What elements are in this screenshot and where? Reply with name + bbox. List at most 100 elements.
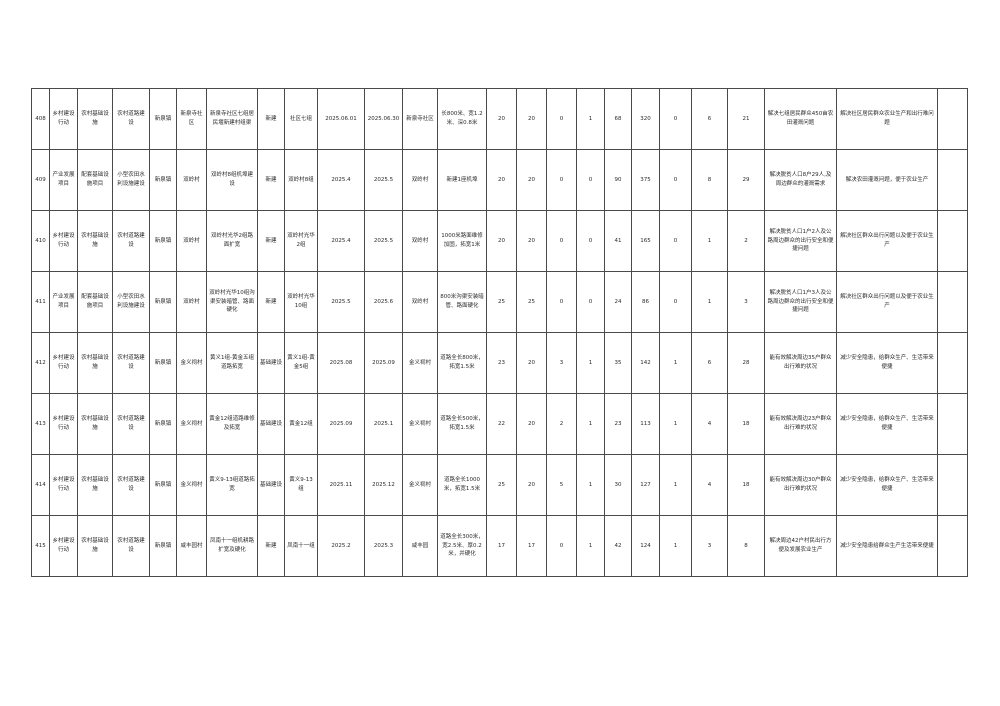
- table-cell: 1: [659, 515, 692, 577]
- table-cell: 2025.5: [364, 210, 403, 272]
- table-cell: 双岭村8组机埠建设: [206, 149, 258, 211]
- table-cell: 农村基础设施: [77, 393, 113, 455]
- table-cell: 双岭村光华2组路面扩宽: [206, 210, 258, 272]
- table-cell: 2025.5: [317, 271, 365, 333]
- table-cell: [937, 271, 968, 333]
- table-cell: 农村基础设施: [77, 88, 113, 150]
- table-cell: 基础建设: [257, 332, 285, 394]
- table-cell: 20: [486, 210, 517, 272]
- table-cell: 解决七组居民群众450亩农田灌溉问题: [764, 88, 837, 150]
- table-cell: 农村道路建设: [112, 393, 150, 455]
- table-cell: 2025.06.01: [317, 88, 365, 150]
- table-cell: 4: [691, 454, 728, 516]
- table-cell: 320: [631, 88, 660, 150]
- table-cell: 28: [727, 332, 765, 394]
- table-cell: 2: [546, 393, 577, 455]
- table-cell: 减少安全隐患，给群众生产、生活带来便捷: [836, 393, 938, 455]
- table-cell: 金义祠村: [176, 454, 207, 516]
- table-cell: 21: [727, 88, 765, 150]
- table-row: 415 乡村建设行动 农村基础设施 农村道路建设 新泉镇 咸丰园村 凤南十一组机耕路扩宽及硬…: [31, 515, 968, 577]
- table-cell: 道路全长1000米，拓宽1.5米: [437, 454, 487, 516]
- table-cell: 2: [727, 210, 765, 272]
- table-cell: 新泉镇: [149, 271, 177, 333]
- table-cell: 2025.08: [317, 332, 365, 394]
- table-cell: 小型农田水利设施建设: [112, 271, 150, 333]
- table-cell: 20: [516, 454, 547, 516]
- table-row: 414 乡村建设行动 农村基础设施 农村道路建设 新泉镇 金义祠村 黄义9-13组道路拓宽基…: [31, 454, 968, 516]
- table-cell: 双岭村光华10组沟渠安装暗管、路面硬化: [206, 271, 258, 333]
- table-cell: 配套基础设施项目: [77, 271, 113, 333]
- table-cell: [937, 515, 968, 577]
- table-cell: [937, 454, 968, 516]
- table-cell: 长800米、宽1.2米、深0.8米: [437, 88, 487, 150]
- table-cell: 新泉寺社区七组居民堰新建村组渠: [206, 88, 258, 150]
- table-cell: 1: [576, 393, 605, 455]
- table-cell: 乡村建设行动: [49, 515, 78, 577]
- table-cell: 道路全长800米，拓宽1.5米: [437, 332, 487, 394]
- table-cell: 双岭村: [402, 210, 438, 272]
- table-cell: 20: [516, 210, 547, 272]
- table-cell: 基础建设: [257, 454, 285, 516]
- table-cell: 咸丰园村: [176, 515, 207, 577]
- row-number-cell: 413: [31, 393, 50, 455]
- table-cell: 解决社区群众出行问题以及便于农业生产: [836, 271, 938, 333]
- table-cell: [937, 332, 968, 394]
- table-cell: 农村道路建设: [112, 454, 150, 516]
- table-cell: 17: [516, 515, 547, 577]
- table-cell: 4: [691, 393, 728, 455]
- table-cell: 金义祠村: [176, 393, 207, 455]
- table-cell: 黄义9-13组: [284, 454, 318, 516]
- table-cell: 90: [604, 149, 632, 211]
- table-cell: 0: [546, 88, 577, 150]
- row-number-cell: 408: [31, 88, 50, 150]
- table-cell: 86: [631, 271, 660, 333]
- table-row: 412 乡村建设行动 农村基础设施 农村道路建设 新泉镇 金义祠村 黄义1组-黄金五组道路拓…: [31, 332, 968, 394]
- table-cell: 41: [604, 210, 632, 272]
- table-cell: 能有效解决周边35户群众出行难的状况: [764, 332, 837, 394]
- table-cell: 23: [486, 332, 517, 394]
- table-cell: 农村基础设施: [77, 515, 113, 577]
- table-cell: 解决脱贫人口1户3人及公路周边群众的出行安全和便捷问题: [764, 271, 837, 333]
- table-cell: 小型农田水利设施建设: [112, 149, 150, 211]
- table-cell: 25: [486, 271, 517, 333]
- table-cell: 20: [516, 393, 547, 455]
- table-cell: 解决脱贫人口8户29人,及周边群众的灌溉需求: [764, 149, 837, 211]
- table-cell: 18: [727, 454, 765, 516]
- table-cell: 能有效解决周边23户群众出行难的状况: [764, 393, 837, 455]
- table-cell: 3: [546, 332, 577, 394]
- table-cell: 25: [516, 271, 547, 333]
- table-cell: 0: [576, 210, 605, 272]
- table-cell: 1: [576, 332, 605, 394]
- table-cell: 1: [691, 271, 728, 333]
- row-number-cell: 411: [31, 271, 50, 333]
- table-cell: 2025.5: [364, 149, 403, 211]
- table-cell: 2025.2: [317, 515, 365, 577]
- table-cell: 5: [546, 454, 577, 516]
- table-cell: 解决社区居民群众农业生产和出行难问题: [836, 88, 938, 150]
- row-number-cell: 412: [31, 332, 50, 394]
- table-cell: 127: [631, 454, 660, 516]
- table-cell: 0: [546, 149, 577, 211]
- table-cell: 375: [631, 149, 660, 211]
- table-cell: 1: [576, 454, 605, 516]
- table-cell: 配套基础设施项目: [77, 149, 113, 211]
- table-cell: 咸丰园: [402, 515, 438, 577]
- table-cell: 减少安全隐患，给群众生产、生活带来便捷: [836, 332, 938, 394]
- table-cell: 新建: [257, 271, 285, 333]
- table-cell: 20: [486, 149, 517, 211]
- table-cell: 减少安全隐患给群众生产生活带来便捷: [836, 515, 938, 577]
- table-row: 410 乡村建设行动 农村基础设施 农村道路建设 新泉镇 双岭村 双岭村光华2组路面扩宽 新建…: [31, 210, 968, 272]
- table-cell: 解决农田灌溉问题，便于农业生产: [836, 149, 938, 211]
- table-cell: 新泉镇: [149, 454, 177, 516]
- table-cell: 乡村建设行动: [49, 454, 78, 516]
- table-cell: 金义祠村: [402, 454, 438, 516]
- table-row: 409 产业发展项目 配套基础设施项目 小型农田水利设施建设 新泉镇 双岭村 双岭村8组机埠…: [31, 149, 968, 211]
- table-cell: 新泉镇: [149, 515, 177, 577]
- table-cell: 2025.4: [317, 149, 365, 211]
- table-cell: [937, 88, 968, 150]
- table-cell: 2025.06.30: [364, 88, 403, 150]
- table-cell: 0: [659, 88, 692, 150]
- table-cell: 农村基础设施: [77, 332, 113, 394]
- table-cell: 减少安全隐患，给群众生产、生活带来便捷: [836, 454, 938, 516]
- table-cell: 基础建设: [257, 393, 285, 455]
